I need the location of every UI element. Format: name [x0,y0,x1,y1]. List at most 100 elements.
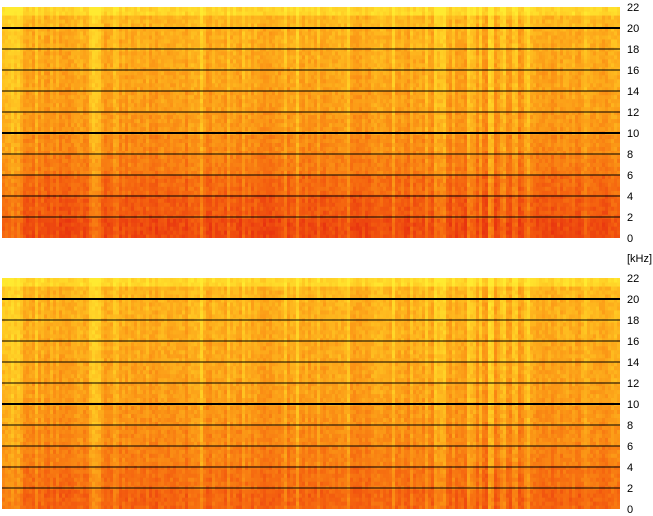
spectrogram-cell [83,182,87,187]
spectrogram-cell [41,86,45,92]
spectrogram-cell [170,202,174,207]
spectrogram-cell [257,78,261,84]
spectrogram-cell [221,166,225,171]
spectrogram-cell [89,118,93,124]
spectrogram-cell [227,202,231,207]
spectrogram-cell [257,202,261,207]
spectrogram-cell [83,174,87,179]
spectrogram-cell [158,214,162,219]
spectrogram-cell [17,110,21,116]
spectrogram-cell [113,90,117,96]
spectrogram-cell [167,106,171,112]
spectrogram-cell [131,94,135,100]
spectrogram-cell [5,78,9,84]
spectrogram-cell [65,146,69,151]
spectrogram-cell [239,82,243,88]
spectrogram-cell [17,234,21,238]
spectrogram-cell [38,54,42,60]
spectrogram-cell [89,214,93,219]
spectrogram-cell [56,150,60,155]
spectrogram-cell [188,90,192,96]
spectrogram-cell [155,50,159,56]
spectrogram-cell [98,62,102,68]
spectrogram-cell [89,170,93,175]
spectrogram-cell [26,62,30,68]
spectrogram-cell [167,86,171,92]
spectrogram-cell [188,54,192,60]
spectrogram-cell [158,34,162,40]
spectrogram-cell [86,114,90,120]
spectrogram-cell [224,162,228,167]
spectrogram-cell [164,170,168,175]
spectrogram-cell [71,70,75,76]
spectrogram-cell [224,154,228,159]
spectrogram-cell [239,118,243,124]
spectrogram-cell [68,210,72,215]
spectrogram-cell [104,18,108,24]
spectrogram-cell [134,98,138,104]
spectrogram-cell [221,30,225,36]
spectrogram-cell [68,150,72,155]
spectrogram-cell [29,214,33,219]
spectrogram-cell [140,166,144,171]
spectrogram-cell [161,138,165,144]
spectrogram-cell [32,106,36,112]
spectrogram-cell [125,18,129,24]
spectrogram-cell [179,178,183,183]
spectrogram-cell [233,66,237,72]
spectrogram-cell [158,7,162,12]
spectrogram-cell [62,18,66,24]
spectrogram-cell [179,30,183,36]
spectrogram-cell [245,234,249,238]
spectrogram-cell [242,66,246,72]
spectrogram-cell [125,138,129,144]
spectrogram-cell [122,126,126,132]
spectrogram-cell [140,234,144,238]
spectrogram-cell [104,234,108,238]
spectrogram-cell [23,158,27,163]
spectrogram-cell [179,58,183,64]
spectrogram-cell [116,182,120,187]
spectrogram-cell [227,126,231,132]
spectrogram-cell [26,58,30,64]
spectrogram-cell [8,70,12,76]
spectrogram-cell [23,106,27,112]
spectrogram-cell [176,10,180,16]
spectrogram-cell [125,190,129,195]
spectrogram-cell [209,118,213,124]
spectrogram-cell [236,10,240,16]
spectrogram-cell [143,126,147,132]
spectrogram-cell [230,166,234,171]
spectrogram-cell [233,90,237,96]
spectrogram-cell [224,146,228,151]
spectrogram-cell [152,98,156,104]
spectrogram-cell [71,190,75,195]
spectrogram-cell [173,102,177,108]
spectrogram-cell [191,22,195,28]
spectrogram-cell [122,230,126,235]
spectrogram-cell [203,42,207,48]
spectrogram-cell [200,18,204,24]
spectrogram-cell [101,10,105,16]
spectrogram-cell [158,90,162,96]
spectrogram-cell [221,214,225,219]
spectrogram-cell [14,106,18,112]
spectrogram-cell [29,30,33,36]
spectrogram-cell [26,182,30,187]
spectrogram-cell [20,222,24,227]
spectrogram-cell [245,110,249,116]
spectrogram-cell [47,50,51,56]
spectrogram-cell [32,190,36,195]
spectrogram-cell [41,230,45,235]
spectrogram-cell [146,18,150,24]
spectrogram-cell [236,94,240,100]
spectrogram-cell [134,78,138,84]
spectrogram-cell [83,134,87,140]
spectrogram-cell [143,114,147,120]
spectrogram-cell [8,214,12,219]
spectrogram-cell [32,158,36,163]
spectrogram-cell [83,210,87,215]
spectrogram-cell [128,134,132,140]
spectrogram-cell [29,126,33,132]
spectrogram-cell [146,70,150,76]
